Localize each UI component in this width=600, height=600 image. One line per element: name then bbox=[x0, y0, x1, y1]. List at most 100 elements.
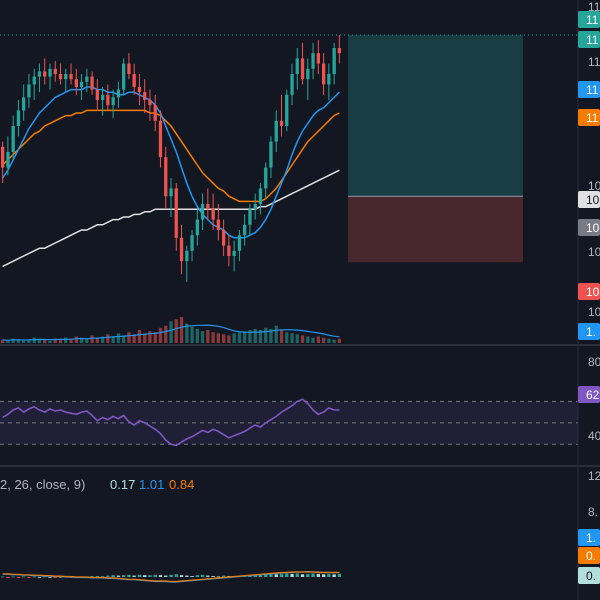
macd-tag-text: 0. bbox=[586, 549, 596, 563]
macd-histogram-bar bbox=[17, 577, 20, 578]
volume-bar bbox=[227, 335, 230, 343]
candle-body bbox=[196, 220, 199, 236]
macd-histogram-bar bbox=[169, 575, 172, 577]
macd-histogram-bar bbox=[6, 577, 9, 578]
macd-axis-label: 8. bbox=[588, 505, 598, 519]
macd-histogram-bar bbox=[38, 577, 41, 578]
macd-axis-tags: 1.0.0. bbox=[578, 529, 600, 584]
candle-body bbox=[264, 168, 267, 189]
macd-histogram-bar bbox=[338, 574, 341, 577]
macd-histogram-bar bbox=[311, 573, 314, 577]
price-tag-text: 11 bbox=[586, 13, 599, 27]
volume-bar bbox=[22, 341, 25, 343]
candle-body bbox=[106, 95, 109, 105]
macd-histogram-bar bbox=[122, 575, 125, 577]
volume-bar bbox=[90, 335, 93, 343]
candle-body bbox=[96, 90, 99, 100]
volume-bar bbox=[180, 317, 183, 343]
macd-histogram-bar bbox=[290, 574, 293, 577]
candle-body bbox=[217, 220, 220, 230]
candle-body bbox=[254, 204, 257, 209]
candle-body bbox=[6, 152, 9, 168]
candle-body bbox=[317, 53, 320, 63]
candle-body bbox=[280, 121, 283, 126]
volume-bar bbox=[85, 339, 88, 343]
macd-histogram-bar bbox=[296, 573, 299, 577]
candle-body bbox=[238, 235, 241, 251]
price-tag-text: 10 bbox=[586, 285, 600, 299]
macd-histogram-bar bbox=[206, 576, 209, 577]
candle-body bbox=[112, 97, 115, 105]
macd-histogram-bar bbox=[180, 575, 183, 577]
price-axis-label: 10 bbox=[588, 245, 600, 259]
candle-body bbox=[327, 74, 330, 84]
macd-histogram-bar bbox=[133, 576, 136, 577]
macd-histogram-bar bbox=[217, 577, 220, 578]
macd-histogram-bar bbox=[175, 574, 178, 577]
candle-body bbox=[33, 77, 36, 85]
macd-legend-macd-value: 0.17 bbox=[110, 477, 135, 492]
macd-histogram-bar bbox=[322, 574, 325, 577]
candle-body bbox=[59, 74, 62, 79]
macd-axis-label: 12 bbox=[588, 469, 600, 483]
candle-body bbox=[333, 48, 336, 74]
candle-body bbox=[143, 92, 146, 100]
macd-histogram-bar bbox=[327, 574, 330, 577]
macd-tag-text: 0. bbox=[586, 569, 596, 583]
macd-histogram-bar bbox=[190, 576, 193, 577]
price-tag-text: 10 bbox=[586, 193, 600, 207]
macd-histogram-bar bbox=[154, 575, 157, 577]
macd-histogram-bar bbox=[96, 576, 99, 577]
volume-bar bbox=[243, 331, 246, 343]
volume-bar bbox=[275, 326, 278, 343]
volume-bar bbox=[322, 338, 325, 343]
price-tag-text: 1. bbox=[586, 325, 596, 339]
candle-body bbox=[122, 64, 125, 90]
macd-histogram-bar bbox=[201, 575, 204, 577]
volume-bar bbox=[306, 337, 309, 344]
candle-body bbox=[322, 64, 325, 85]
price-axis-label: 10 bbox=[588, 305, 600, 319]
volume-bar bbox=[296, 334, 299, 343]
macd-histogram-bar bbox=[112, 575, 115, 577]
candle-body bbox=[169, 188, 172, 196]
macd-histogram-bar bbox=[33, 577, 36, 578]
rsi-axis-label-top: 80 bbox=[588, 355, 600, 369]
volume-bar bbox=[301, 335, 304, 343]
price-axis-label: 11 bbox=[588, 55, 600, 69]
macd-histogram-bar bbox=[164, 576, 167, 577]
candle-body bbox=[227, 246, 230, 256]
candle-body bbox=[80, 82, 83, 87]
candle-body bbox=[154, 105, 157, 121]
candle-body bbox=[22, 97, 25, 110]
volume-bar bbox=[106, 334, 109, 343]
candle-body bbox=[190, 235, 193, 251]
volume-bar bbox=[159, 328, 162, 343]
candle-body bbox=[43, 71, 46, 76]
macd-histogram-bar bbox=[317, 574, 320, 577]
macd-histogram-bar bbox=[27, 577, 30, 578]
macd-histogram-bar bbox=[1, 577, 4, 578]
volume-bar bbox=[238, 332, 241, 343]
candle-body bbox=[38, 71, 41, 76]
rsi-pane[interactable] bbox=[0, 399, 578, 445]
candle-body bbox=[133, 74, 136, 87]
volume-bar bbox=[75, 337, 78, 344]
volume-bar bbox=[254, 329, 257, 343]
price-tag-text: 10 bbox=[586, 221, 600, 235]
volume-bar bbox=[317, 337, 320, 344]
price-tag-text: 11 bbox=[586, 33, 599, 47]
candle-body bbox=[138, 87, 141, 92]
candle-body bbox=[175, 188, 178, 237]
volume-bar bbox=[338, 339, 341, 343]
candle-body bbox=[306, 69, 309, 79]
volume-bar bbox=[196, 329, 199, 343]
volume-bar bbox=[175, 319, 178, 343]
macd-histogram-bar bbox=[117, 576, 120, 577]
macd-histogram-bar bbox=[212, 576, 215, 577]
candle-body bbox=[27, 84, 30, 97]
macd-histogram-bar bbox=[285, 573, 288, 577]
volume-bar bbox=[33, 338, 36, 343]
candle-body bbox=[233, 251, 236, 256]
